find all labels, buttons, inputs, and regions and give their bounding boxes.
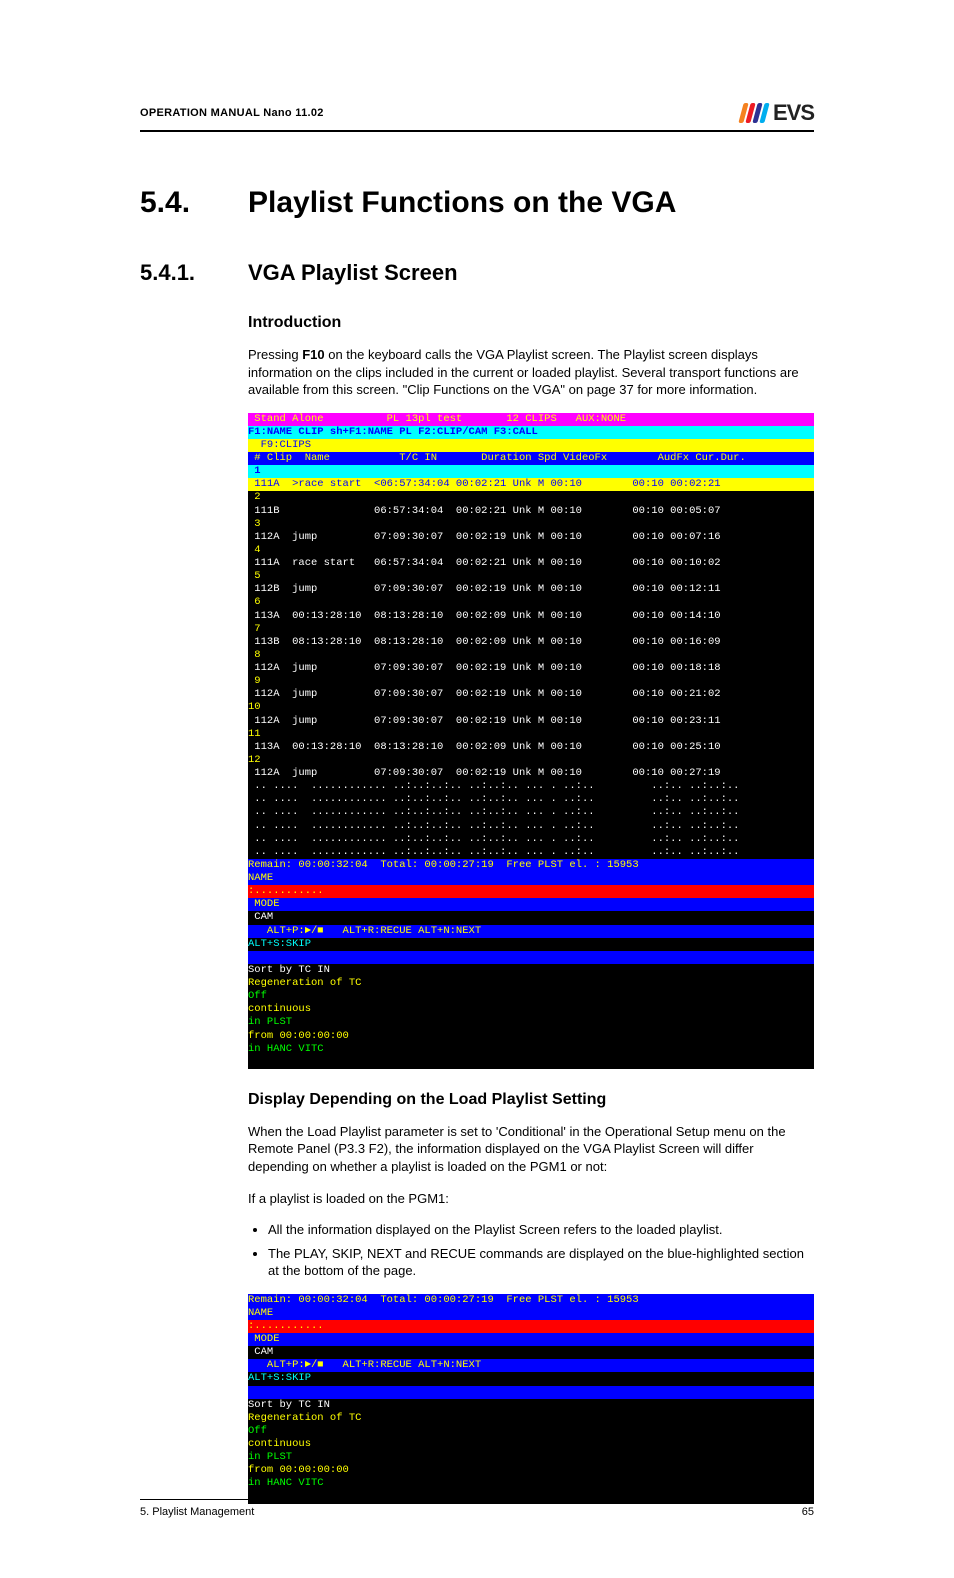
bullet-1: All the information displayed on the Pla… [268,1221,814,1239]
intro-heading: Introduction [248,314,814,332]
display-heading: Display Depending on the Load Playlist S… [248,1091,814,1109]
section-number: 5.4. [140,186,248,220]
subsection-number: 5.4.1. [140,260,248,286]
vga-screenshot-footer: Remain: 00:00:32:04 Total: 00:00:27:19 F… [248,1294,814,1504]
vga-screenshot-main: Stand Alone PL 13pl test 12 CLIPS AUX:NO… [248,413,814,1069]
f10-key: F10 [302,347,324,362]
logo-text: EVS [773,100,814,126]
subsection-heading: 5.4.1.VGA Playlist Screen [140,260,814,286]
subsection-title: VGA Playlist Screen [248,260,458,285]
logo-bars [741,103,767,123]
page-footer: 5. Playlist Management 65 [140,1499,814,1518]
section-heading: 5.4.Playlist Functions on the VGA [140,186,814,220]
footer-page-number: 65 [802,1506,814,1518]
page-header: OPERATION MANUAL Nano 11.02 EVS [140,100,814,132]
section-title: Playlist Functions on the VGA [248,186,676,219]
display-para-1: When the Load Playlist parameter is set … [248,1123,814,1176]
intro-para: Pressing F10 on the keyboard calls the V… [248,346,814,399]
manual-title: OPERATION MANUAL Nano 11.02 [140,107,324,119]
display-bullet-list: All the information displayed on the Pla… [248,1221,814,1280]
display-para-2: If a playlist is loaded on the PGM1: [248,1190,814,1208]
bullet-2: The PLAY, SKIP, NEXT and RECUE commands … [268,1245,814,1280]
evs-logo: EVS [741,100,814,126]
footer-chapter: 5. Playlist Management [140,1506,254,1518]
